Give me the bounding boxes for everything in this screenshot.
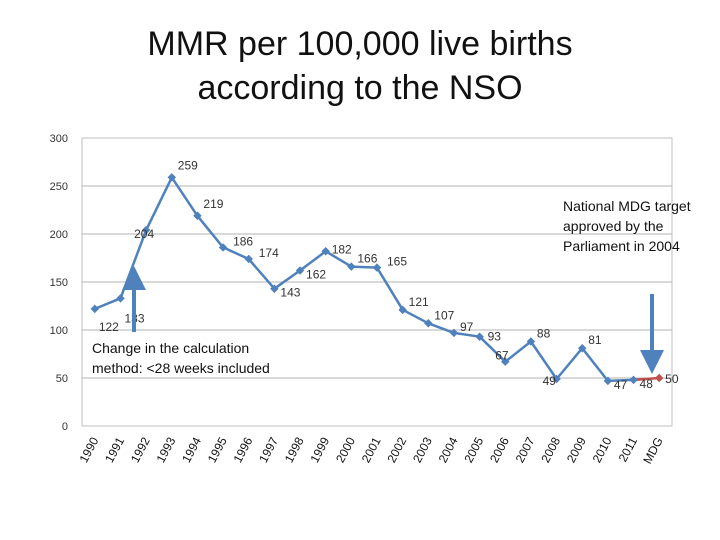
x-tick-label-2003: 2003: [410, 435, 435, 465]
data-point-2005: [475, 332, 484, 341]
data-point-2004: [449, 328, 459, 338]
x-tick-label-2000: 2000: [333, 435, 358, 465]
x-tick-label-2008: 2008: [538, 435, 563, 465]
data-label-1996: 174: [259, 246, 279, 260]
data-point-2001: [372, 263, 382, 272]
data-point-1991: [116, 294, 125, 303]
x-tick-label-2009: 2009: [564, 435, 589, 465]
y-tick-label-200: 200: [50, 229, 68, 241]
data-point-2006: [501, 357, 510, 366]
data-label-1992: 204: [134, 227, 154, 241]
y-tick-label-250: 250: [50, 181, 68, 193]
x-tick-label-2002: 2002: [384, 435, 409, 465]
x-tick-label-2001: 2001: [359, 435, 384, 465]
data-point-1992: [141, 225, 151, 235]
data-point-1993: [167, 173, 177, 182]
data-label-1995: 186: [233, 234, 253, 248]
data-label-2009: 81: [588, 333, 602, 347]
x-tick-label-2010: 2010: [590, 435, 615, 465]
x-tick-label-2007: 2007: [513, 435, 538, 465]
data-label-2007: 88: [537, 327, 551, 341]
data-label-2002: 121: [409, 295, 429, 309]
y-tick-label-0: 0: [62, 421, 68, 433]
data-point-2003: [424, 319, 433, 328]
data-label-1993: 259: [178, 158, 198, 172]
data-label-2010: 47: [614, 378, 628, 392]
data-label-2004: 97: [460, 320, 474, 334]
data-label-2001: 165: [387, 255, 407, 269]
x-tick-label-1999: 1999: [307, 435, 332, 465]
x-tick-label-1997: 1997: [256, 435, 281, 465]
data-point-2007: [526, 337, 536, 346]
data-label-2005: 93: [488, 330, 502, 344]
data-point-1998: [295, 266, 305, 275]
chart-title: MMR per 100,000 live births according to…: [0, 22, 720, 110]
x-tick-label-1993: 1993: [154, 435, 179, 465]
series-line-mmr: [94, 176, 634, 383]
x-tick-label-1995: 1995: [205, 435, 230, 465]
chart-title-line-1: MMR per 100,000 live births: [147, 25, 573, 63]
x-tick-label-1998: 1998: [282, 435, 307, 465]
data-point-1990: [90, 304, 100, 314]
x-tick-label-1990: 1990: [77, 435, 102, 465]
data-point-2010: [603, 376, 613, 386]
data-point-2011: [629, 375, 638, 385]
data-label-2011: 48: [640, 377, 654, 391]
data-label-1998: 162: [306, 267, 326, 281]
data-point-2002: [398, 305, 407, 315]
y-tick-label-150: 150: [50, 277, 68, 289]
x-tick-label-1996: 1996: [230, 435, 255, 465]
data-label-2003: 107: [434, 308, 454, 322]
data-point-2000: [347, 262, 356, 271]
x-tick-label-MDG: MDG: [640, 435, 666, 466]
data-label-1994: 219: [203, 197, 223, 211]
data-point-1999: [321, 247, 330, 256]
data-point-2008: [552, 374, 561, 384]
x-tick-label-1994: 1994: [179, 435, 204, 465]
data-point-1994: [193, 211, 202, 221]
data-label-MDG: 50: [665, 372, 679, 386]
data-label-1990: 122: [99, 320, 119, 334]
annotation-method-change: Change in the calculation method: <28 we…: [92, 340, 270, 376]
data-label-2006: 67: [495, 349, 509, 363]
data-point-1997: [270, 284, 279, 293]
x-tick-label-2006: 2006: [487, 435, 512, 465]
x-tick-label-2005: 2005: [461, 435, 486, 465]
data-label-2000: 166: [357, 252, 377, 266]
x-tick-label-2011: 2011: [616, 435, 641, 465]
data-point-MDG: [654, 373, 664, 383]
annotation-mdg-target: National MDG target approved by the Parl…: [563, 198, 691, 254]
chart-title-line-2: according to the NSO: [197, 69, 523, 107]
data-label-1999: 182: [332, 242, 352, 256]
x-tick-label-2004: 2004: [436, 435, 461, 465]
data-label-2008: 49: [543, 374, 557, 388]
y-tick-label-50: 50: [56, 373, 68, 385]
data-point-1995: [218, 243, 228, 252]
data-point-1996: [244, 254, 253, 264]
x-tick-label-1992: 1992: [128, 435, 153, 465]
y-tick-label-100: 100: [50, 325, 68, 337]
x-tick-label-1991: 1991: [102, 435, 127, 465]
y-tick-label-300: 300: [50, 133, 68, 145]
data-label-1997: 143: [280, 286, 300, 300]
data-point-2009: [577, 343, 587, 353]
series-line-mdg-target: [633, 376, 660, 382]
